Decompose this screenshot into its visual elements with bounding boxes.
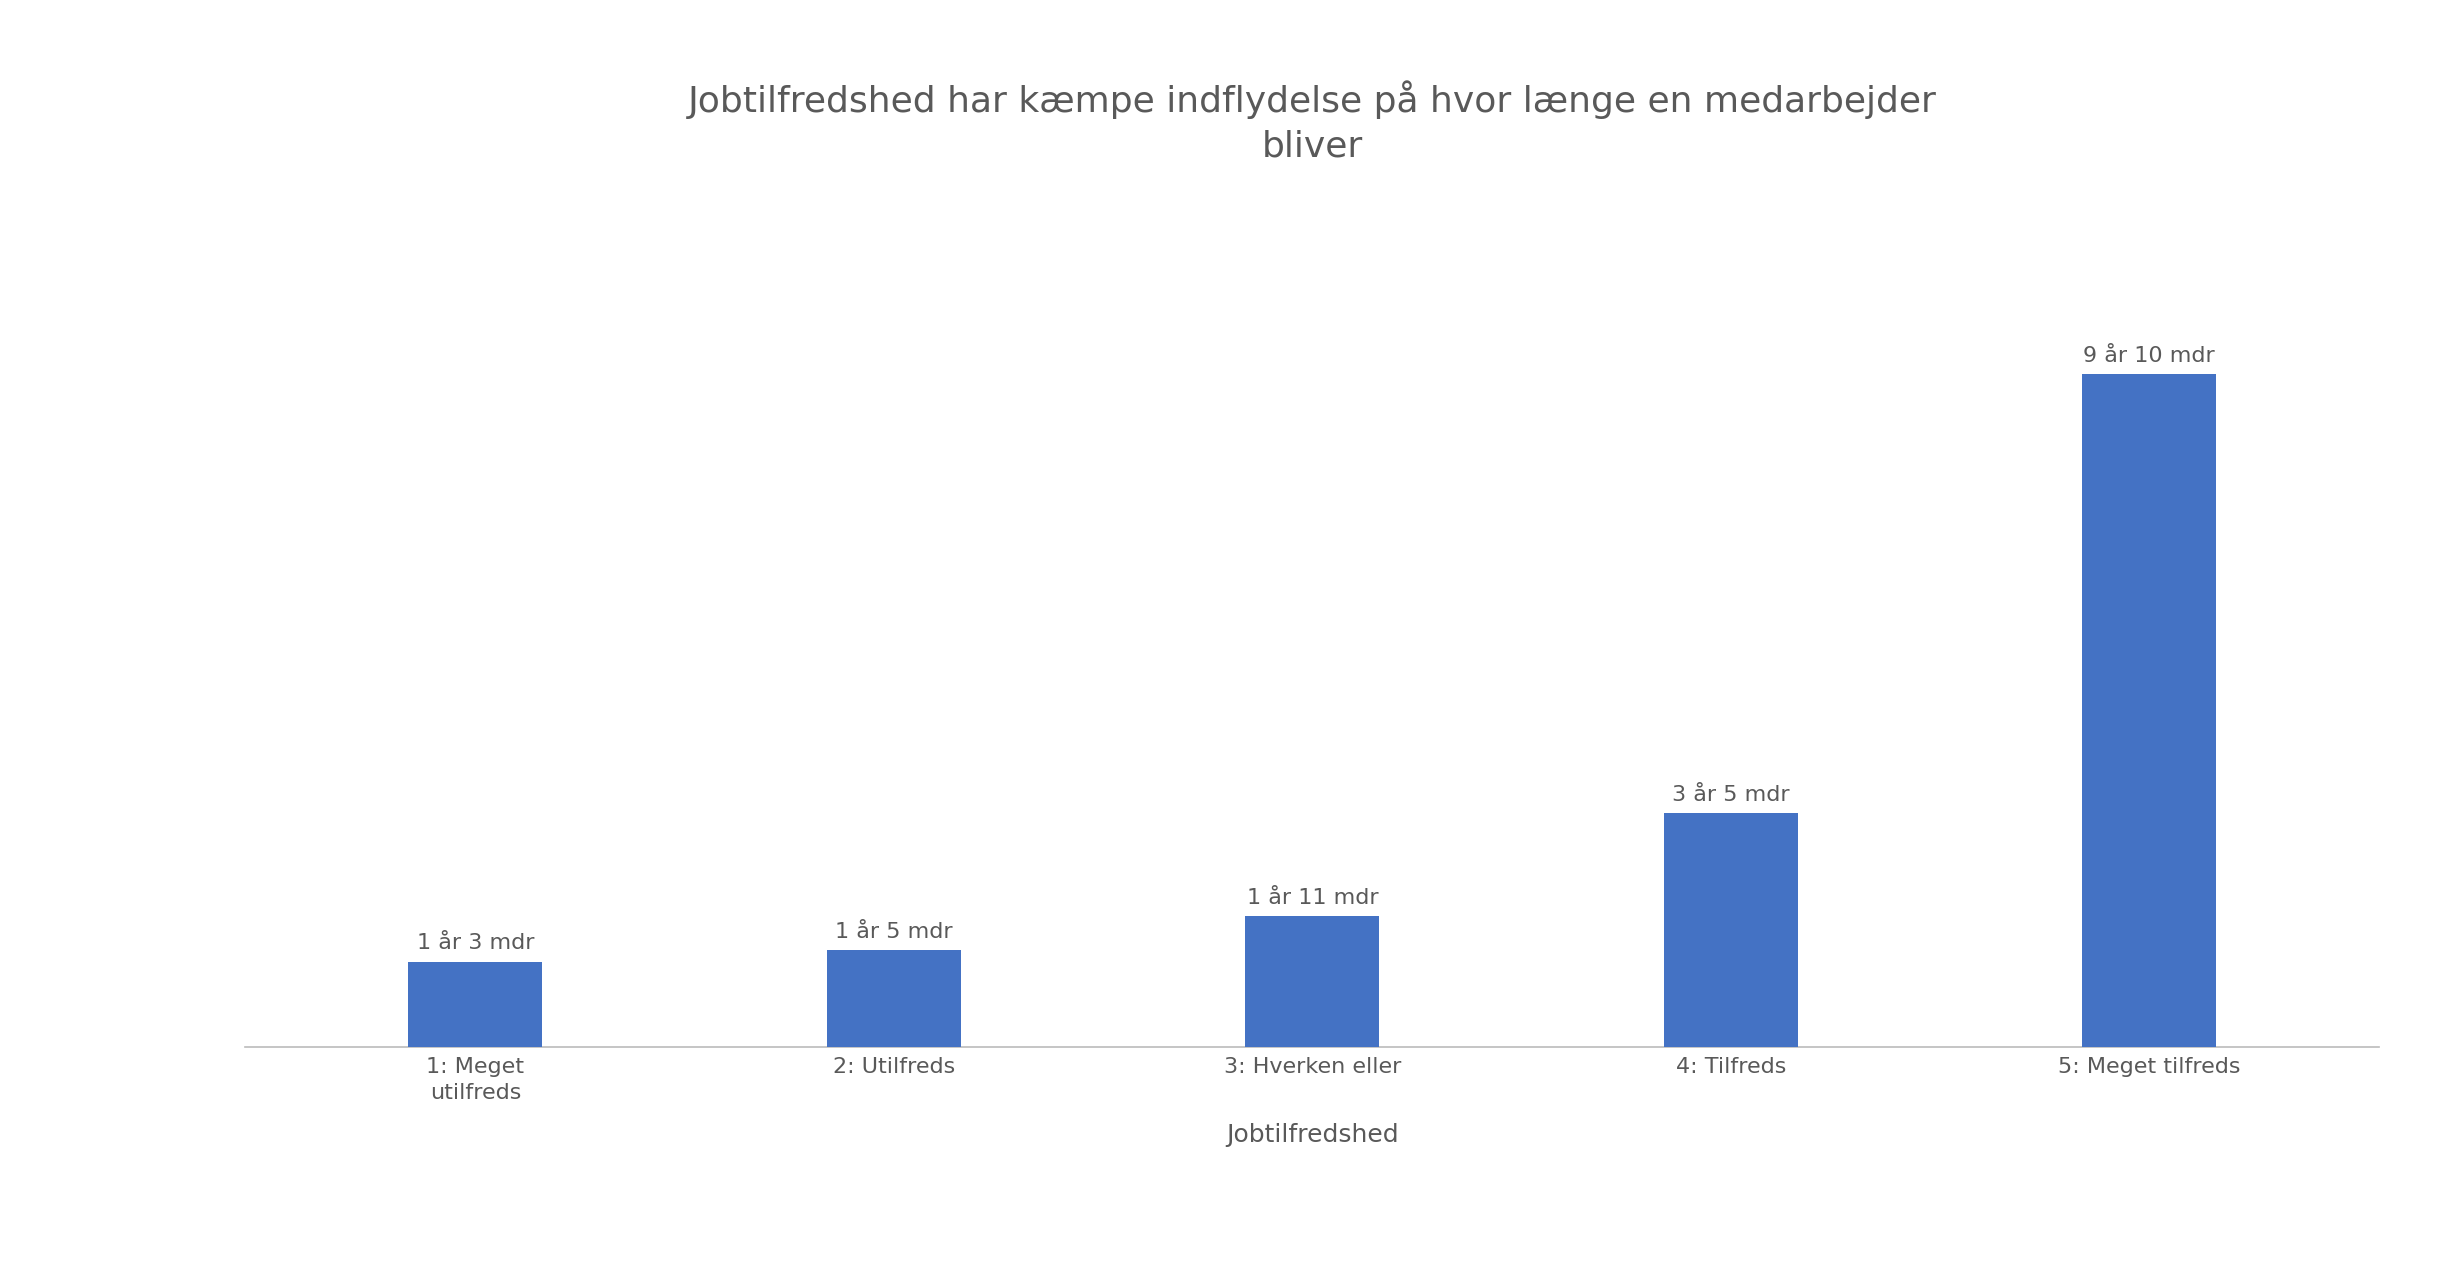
Title: Jobtilfredshed har kæmpe indflydelse på hvor længe en medarbejder
bliver: Jobtilfredshed har kæmpe indflydelse på … (687, 80, 1938, 163)
Bar (1663, 813, 1798, 1047)
Text: 1 år 5 mdr: 1 år 5 mdr (834, 922, 952, 942)
X-axis label: Jobtilfredshed: Jobtilfredshed (1226, 1122, 1398, 1147)
Bar (1246, 916, 1379, 1047)
Text: 9 år 10 mdr: 9 år 10 mdr (2083, 346, 2215, 366)
Bar (827, 950, 962, 1047)
Text: 3 år 5 mdr: 3 år 5 mdr (1673, 785, 1791, 805)
Text: 1 år 3 mdr: 1 år 3 mdr (417, 933, 535, 954)
Bar (410, 962, 542, 1047)
Text: 1 år 11 mdr: 1 år 11 mdr (1246, 888, 1379, 908)
Bar (2083, 374, 2215, 1047)
